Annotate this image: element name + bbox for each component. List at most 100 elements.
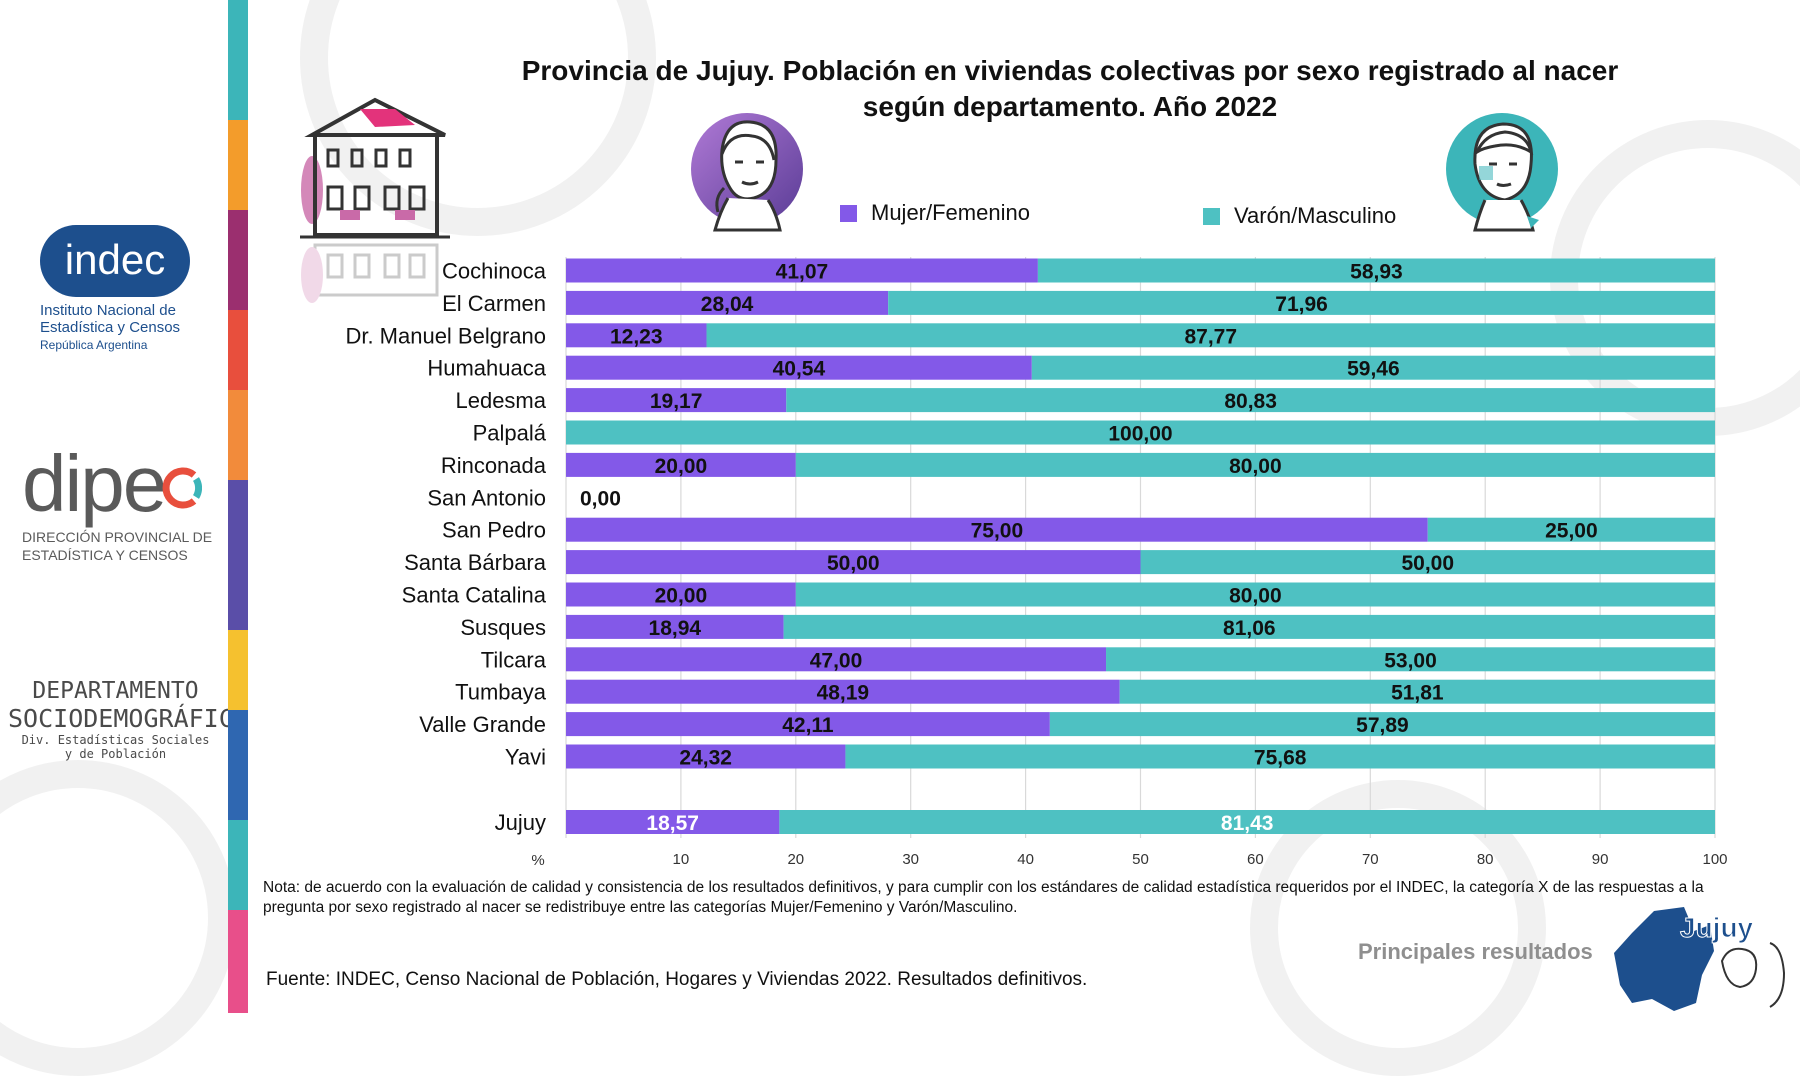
- dipec-subtitle: DIRECCIÓN PROVINCIAL DE ESTADÍSTICA Y CE…: [22, 528, 222, 564]
- category-label-humahuaca: Humahuaca: [427, 356, 546, 381]
- bar-mujer-susques: [566, 614, 784, 639]
- category-label-santa-catalina: Santa Catalina: [402, 583, 547, 608]
- bar-varon-santa-catalina: [795, 582, 1715, 607]
- category-label-jujuy: Jujuy: [495, 810, 546, 835]
- legend-label-mujer: Mujer/Femenino: [871, 200, 1030, 225]
- bar-mujer-santa-catalina: [566, 582, 796, 607]
- x-tick-label: 10: [673, 851, 690, 868]
- chart-title-line2: según departamento. Año 2022: [862, 91, 1278, 122]
- data-label-varon-susques: 81,06: [1223, 617, 1276, 640]
- bar-varon-tilcara: [1106, 647, 1715, 672]
- dipec-line1: DIRECCIÓN PROVINCIAL DE: [22, 529, 213, 545]
- bar-mujer-jujuy: [566, 810, 780, 834]
- data-label-mujer-dr-manuel-belgrano: 12,23: [610, 325, 663, 348]
- jujuy-wordmark: Jujuy: [1680, 912, 1754, 943]
- data-label-varon-ledesma: 80,83: [1224, 390, 1277, 413]
- data-label-varon-palpala: 100,00: [1108, 423, 1172, 446]
- x-tick-label: 50: [1132, 851, 1149, 868]
- legend-item-mujer: Mujer/Femenino: [840, 200, 1030, 226]
- depto-sociodemografico-logo: DEPARTAMENTO SOCIODEMOGRÁFICO Div. Estad…: [8, 678, 249, 761]
- indec-logo: indec: [40, 225, 190, 297]
- x-tick-label: 80: [1477, 851, 1494, 868]
- jujuy-map-icon: Jujuy: [1614, 907, 1786, 1011]
- data-label-varon-jujuy: 81,43: [1221, 812, 1274, 835]
- decorative-strip: [228, 0, 248, 1013]
- data-label-varon-tilcara: 53,00: [1384, 649, 1437, 672]
- man-face-icon: [1446, 113, 1558, 232]
- woman-face-icon: [691, 113, 803, 232]
- x-axis-label: %: [531, 852, 544, 869]
- bar-varon-ledesma: [786, 388, 1715, 413]
- x-tick-label: 70: [1362, 851, 1379, 868]
- indec-line1: Instituto Nacional de: [40, 302, 176, 319]
- data-label-varon-yavi: 75,68: [1254, 747, 1307, 770]
- data-label-mujer-yavi: 24,32: [679, 747, 732, 770]
- source-note: Fuente: INDEC, Censo Nacional de Poblaci…: [266, 969, 1088, 990]
- bar-varon-el-carmen: [888, 290, 1715, 315]
- category-label-ledesma: Ledesma: [455, 388, 546, 413]
- category-label-tumbaya: Tumbaya: [455, 680, 547, 705]
- depto-line1: DEPARTAMENTO: [32, 678, 199, 704]
- branding-panel: indec Instituto Nacional de Estadística …: [0, 0, 249, 1013]
- data-label-varon-valle-grande: 57,89: [1356, 714, 1409, 737]
- category-label-el-carmen: El Carmen: [442, 291, 546, 316]
- bar-varon-valle-grande: [1049, 712, 1715, 737]
- data-label-varon-dr-manuel-belgrano: 87,77: [1184, 325, 1237, 348]
- data-label-mujer-santa-catalina: 20,00: [655, 585, 708, 608]
- x-tick-label: 60: [1247, 851, 1264, 868]
- bar-mujer-cochinoca: [566, 258, 1038, 283]
- bar-varon-cochinoca: [1037, 258, 1715, 283]
- legend-label-varon: Varón/Masculino: [1234, 203, 1397, 228]
- x-tick-label: 40: [1017, 851, 1034, 868]
- bar-varon-tumbaya: [1119, 679, 1715, 704]
- category-label-yavi: Yavi: [505, 745, 546, 770]
- bar-mujer-yavi: [566, 744, 846, 769]
- bar-varon-palpala: [566, 420, 1715, 445]
- bar-varon-santa-barbara: [1140, 550, 1715, 575]
- bar-mujer-rinconada: [566, 452, 796, 477]
- legend-swatch-mujer: [840, 204, 857, 222]
- x-tick-label: 20: [787, 851, 804, 868]
- data-label-varon-el-carmen: 71,96: [1275, 293, 1328, 316]
- x-tick-label: 100: [1702, 851, 1727, 868]
- category-label-susques: Susques: [460, 615, 546, 640]
- bar-mujer-tumbaya: [566, 679, 1120, 704]
- x-tick-label: 90: [1592, 851, 1609, 868]
- bar-varon-jujuy: [779, 810, 1715, 834]
- data-label-mujer-san-pedro: 75,00: [971, 520, 1024, 543]
- bar-varon-rinconada: [795, 452, 1715, 477]
- data-label-varon-santa-barbara: 50,00: [1401, 552, 1454, 575]
- bar-mujer-tilcara: [566, 647, 1107, 672]
- category-label-cochinoca: Cochinoca: [442, 259, 547, 284]
- tagline: Principales resultados: [1358, 939, 1593, 964]
- category-label-dr-manuel-belgrano: Dr. Manuel Belgrano: [345, 323, 546, 348]
- bar-mujer-ledesma: [566, 388, 787, 413]
- bar-mujer-santa-barbara: [566, 550, 1141, 575]
- bar-varon-susques: [783, 614, 1715, 639]
- data-label-varon-humahuaca: 59,46: [1347, 358, 1400, 381]
- x-tick-label: 30: [902, 851, 919, 868]
- data-label-mujer-el-carmen: 28,04: [701, 293, 754, 316]
- bar-varon-humahuaca: [1031, 355, 1715, 380]
- data-label-varon-rinconada: 80,00: [1229, 455, 1282, 478]
- legend-swatch-varon: [1203, 207, 1220, 225]
- bar-mujer-valle-grande: [566, 712, 1050, 737]
- category-label-san-antonio: San Antonio: [427, 485, 546, 510]
- chart-title-line1: Provincia de Jujuy. Población en viviend…: [521, 55, 1619, 86]
- footnote: Nota: de acuerdo con la evaluación de ca…: [263, 879, 1704, 916]
- depto-line4: y de Población: [64, 747, 167, 761]
- bar-varon-dr-manuel-belgrano: [706, 323, 1715, 348]
- bar-varon-yavi: [845, 744, 1715, 769]
- dipec-logo: dipe: [22, 439, 167, 528]
- data-label-mujer-tilcara: 47,00: [810, 649, 863, 672]
- bar-mujer-dr-manuel-belgrano: [566, 323, 707, 348]
- category-label-rinconada: Rinconada: [441, 453, 547, 478]
- bar-mujer-san-pedro: [566, 517, 1428, 542]
- bar-mujer-humahuaca: [566, 355, 1032, 380]
- chart-title: Provincia de Jujuy. Población en viviend…: [470, 53, 1670, 125]
- indec-subtitle: Instituto Nacional de Estadística y Cens…: [40, 302, 220, 336]
- data-label-varon-tumbaya: 51,81: [1391, 682, 1444, 705]
- data-label-mujer-ledesma: 19,17: [650, 390, 703, 413]
- category-label-santa-barbara: Santa Bárbara: [404, 550, 547, 575]
- legend-item-varon: Varón/Masculino: [1203, 203, 1396, 229]
